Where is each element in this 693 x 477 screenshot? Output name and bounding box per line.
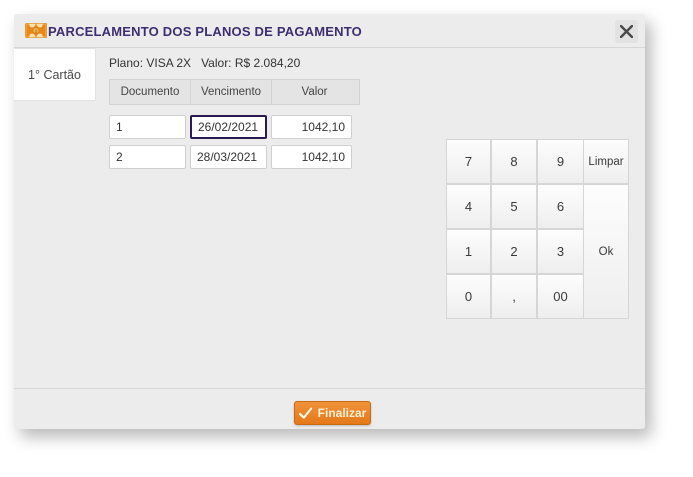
svg-text:1: 1 xyxy=(35,29,38,34)
